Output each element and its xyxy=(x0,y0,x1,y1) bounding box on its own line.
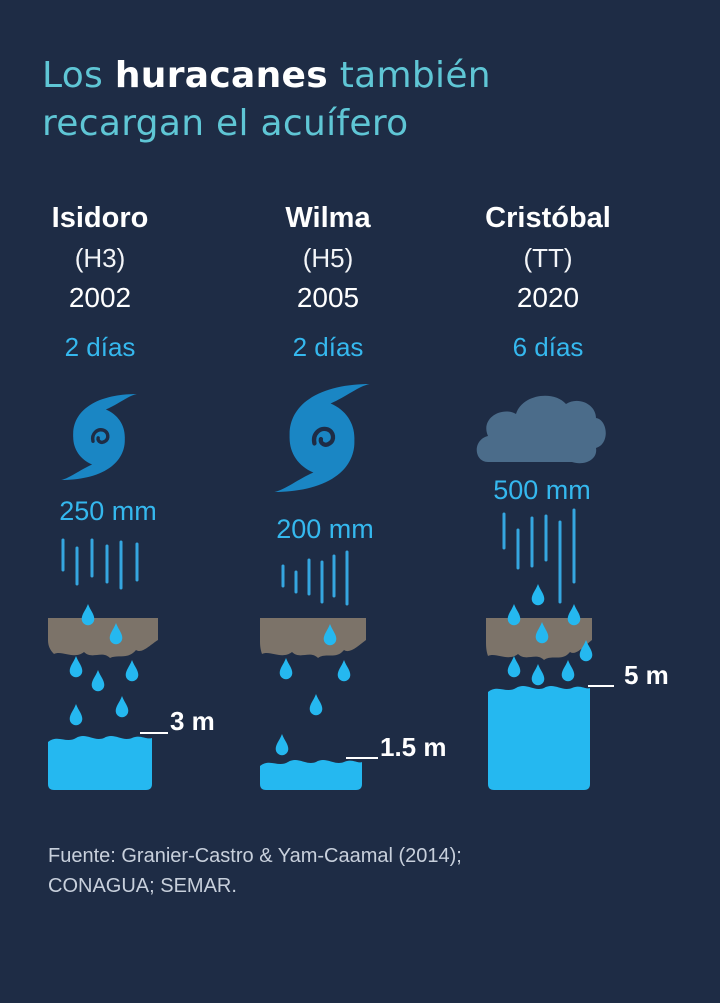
source-line1: Fuente: Granier-Castro & Yam-Caamal (201… xyxy=(48,845,462,867)
aquifer-water xyxy=(488,686,590,790)
title-highlight: huracanes xyxy=(114,55,328,96)
storm-name: Cristóbal xyxy=(485,202,611,234)
cloud-icon xyxy=(476,395,606,464)
storm-isidoro: Isidoro (H3) 2002 2 días xyxy=(10,198,190,367)
title-part1: Los xyxy=(42,55,115,96)
page-title: Los huracanes también recargan el acuífe… xyxy=(42,52,491,148)
storm-category: (TT) xyxy=(523,243,573,273)
soil-layer xyxy=(260,618,366,658)
soil-layer xyxy=(48,618,158,658)
storm-cristobal: Cristóbal (TT) 2020 6 días xyxy=(458,198,638,367)
storm-category: (H3) xyxy=(74,243,126,273)
rain-streaks xyxy=(502,508,576,604)
aquifer-water xyxy=(48,736,152,790)
storm-year: 2020 xyxy=(516,282,580,313)
recharge-depth-label: 5 m xyxy=(624,660,669,690)
storm-duration: 6 días xyxy=(512,332,584,362)
hurricane-icon xyxy=(59,392,139,482)
recharge-depth-label: 3 m xyxy=(170,706,215,736)
storm-year: 2005 xyxy=(296,282,360,313)
recharge-depth-label: 1.5 m xyxy=(380,732,447,762)
aquifer-water xyxy=(260,760,362,790)
rainfall-label: 500 mm xyxy=(493,475,591,505)
source-line2: CONAGUA; SEMAR. xyxy=(48,875,237,897)
storm-category: (H5) xyxy=(302,243,354,273)
storm-name: Wilma xyxy=(285,202,371,234)
title-line2: recargan el acuífero xyxy=(42,103,409,144)
rain-streaks xyxy=(281,550,349,606)
rainfall-label: 250 mm xyxy=(59,496,157,526)
source-note: Fuente: Granier-Castro & Yam-Caamal (201… xyxy=(48,841,462,901)
storm-wilma: Wilma (H5) 2005 2 días xyxy=(238,198,418,367)
storm-year: 2002 xyxy=(68,282,132,313)
storm-duration: 2 días xyxy=(292,332,364,362)
rainfall-label: 200 mm xyxy=(276,514,374,544)
rain-streaks xyxy=(61,538,139,590)
storm-name: Isidoro xyxy=(51,202,149,234)
storm-duration: 2 días xyxy=(64,332,136,362)
hurricane-icon xyxy=(274,384,369,492)
title-part2: también xyxy=(327,55,491,96)
